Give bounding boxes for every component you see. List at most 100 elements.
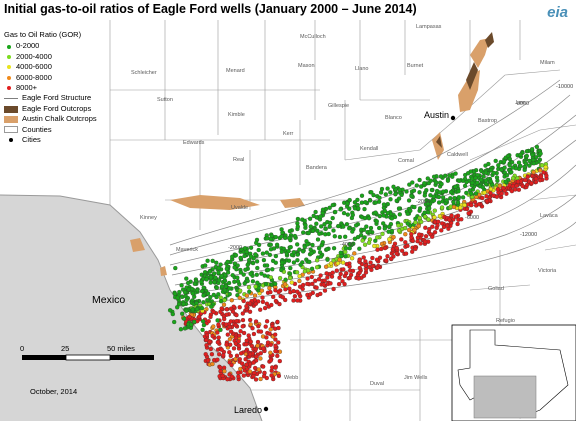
well-point <box>366 240 372 245</box>
well-point <box>432 208 437 213</box>
well-point <box>236 339 241 344</box>
legend-label: 4000-6000 <box>16 62 52 72</box>
contour-label: -4000 <box>340 242 355 248</box>
well-point <box>499 191 504 196</box>
well-point <box>389 216 395 221</box>
well-point <box>287 228 293 234</box>
well-point <box>194 306 200 312</box>
well-point <box>236 343 242 348</box>
well-point <box>215 330 220 335</box>
well-point <box>291 260 297 265</box>
well-point <box>318 254 324 259</box>
well-point <box>222 369 227 374</box>
well-point <box>289 280 294 285</box>
well-point <box>256 324 261 329</box>
well-point <box>286 258 292 263</box>
well-point <box>235 275 240 280</box>
well-point <box>499 167 504 172</box>
well-point <box>199 305 205 311</box>
well-point <box>264 250 269 255</box>
well-point <box>211 324 216 329</box>
well-point <box>382 245 388 251</box>
well-point <box>189 286 195 292</box>
contour-label: -2000 <box>228 245 243 251</box>
well-point <box>510 165 515 170</box>
legend-title: Gas to Oil Ratio (GOR) <box>4 30 82 39</box>
well-point <box>462 202 467 208</box>
structure-line-swatch <box>4 98 18 100</box>
well-point <box>406 198 412 203</box>
well-point <box>332 234 337 239</box>
contour-label: -2000 <box>416 199 431 205</box>
well-point <box>273 365 278 370</box>
well-point <box>349 215 355 221</box>
county-label: Burnet <box>407 63 424 69</box>
well-point <box>480 185 486 190</box>
well-point <box>469 191 474 196</box>
well-point <box>358 232 364 238</box>
well-point <box>447 217 452 222</box>
scale-tick-label: 50 miles <box>107 344 135 353</box>
eia-logo: eia <box>547 4 568 21</box>
well-point <box>210 361 215 367</box>
well-point <box>362 206 367 212</box>
well-point <box>414 183 419 188</box>
county-label: Lee <box>516 100 526 106</box>
well-point <box>261 346 266 351</box>
well-point <box>253 284 258 289</box>
well-point <box>204 343 209 348</box>
legend-dot <box>7 44 11 49</box>
well-point <box>412 204 417 210</box>
well-point <box>264 319 270 324</box>
legend-label: Eagle Ford Outcrops <box>22 103 92 113</box>
well-point <box>223 284 229 289</box>
well-point <box>194 300 199 306</box>
well-point <box>344 261 349 267</box>
well-point <box>253 365 258 371</box>
well-point <box>436 219 441 224</box>
well-point <box>231 346 237 351</box>
well-point <box>327 220 333 226</box>
well-point <box>273 260 278 265</box>
well-point <box>523 177 528 183</box>
well-point <box>318 273 323 278</box>
well-point <box>216 270 221 275</box>
well-point <box>181 301 186 307</box>
well-point <box>379 246 384 252</box>
county-label: Kendall <box>360 146 379 152</box>
legend-label: Cities <box>22 135 41 145</box>
well-point <box>317 231 322 236</box>
well-point <box>368 225 374 231</box>
well-point <box>361 273 367 278</box>
well-point <box>295 258 300 263</box>
well-point <box>413 216 418 221</box>
well-point <box>486 161 491 167</box>
county-label: Bandera <box>306 165 327 171</box>
county-label: Goliad <box>488 286 504 292</box>
legend-item-gor-8000-plus: 8000+ <box>4 83 97 93</box>
well-point <box>229 362 234 368</box>
well-point <box>254 240 259 246</box>
well-point <box>538 151 543 156</box>
well-point <box>338 271 343 277</box>
well-point <box>527 163 532 168</box>
well-point <box>381 202 387 207</box>
well-point <box>225 332 230 337</box>
well-point <box>366 216 372 221</box>
well-point <box>248 339 253 344</box>
well-point <box>221 302 227 307</box>
well-point <box>291 250 297 255</box>
well-point <box>510 184 516 189</box>
well-point <box>270 323 275 329</box>
well-point <box>288 275 293 281</box>
well-point <box>307 216 313 221</box>
legend-item-counties: Counties <box>4 125 97 135</box>
well-point <box>208 294 213 300</box>
well-point <box>394 245 399 251</box>
well-point <box>343 249 348 255</box>
well-point <box>356 276 361 281</box>
well-point <box>273 332 278 337</box>
county-lines <box>109 20 576 421</box>
well-point <box>416 223 421 229</box>
well-point <box>362 242 368 247</box>
